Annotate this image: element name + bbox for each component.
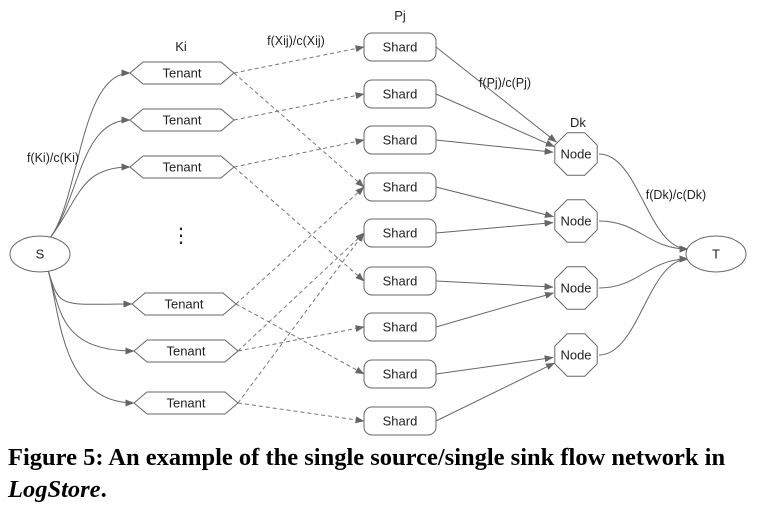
shard-node: Shard [363, 406, 437, 436]
shard-node: Shard [363, 312, 437, 342]
edge-shard-node [435, 280, 554, 291]
shard-label: Shard [383, 414, 418, 429]
tenant-ellipsis: ⋮ [171, 225, 191, 247]
caption-prefix: Figure 5: An example of the single sourc… [8, 444, 726, 471]
edge-node-sink [598, 220, 689, 253]
edge-tenant-shard [237, 402, 365, 424]
node-label: Node [560, 281, 591, 296]
source-node-label: S [36, 247, 45, 262]
edge-tenant-shard [235, 186, 365, 305]
shard-label: Shard [383, 274, 418, 289]
edge-shard-node [435, 219, 554, 234]
edge-node-sink [598, 153, 689, 253]
caption-suffix: . [100, 476, 107, 503]
shard-label: Shard [383, 40, 418, 55]
edge-shard-node [435, 355, 554, 375]
figure-caption: Figure 5: An example of the single sourc… [8, 442, 753, 506]
shard-node: Shard [363, 359, 437, 389]
edge-tenant-shard [237, 325, 365, 352]
tenant-label: Tenant [162, 113, 201, 128]
edge-shard-node [435, 186, 554, 218]
edge-tenant-shard [237, 232, 365, 352]
tenant-label: Tenant [162, 160, 201, 175]
edge-source-tenant [47, 269, 135, 355]
tenant-label: Tenant [164, 297, 203, 312]
edge-label-node-sink: f(Dk)/c(Dk) [646, 188, 706, 202]
storage-node: Node [554, 333, 598, 377]
shard-label: Shard [383, 133, 418, 148]
caption-emphasis: LogStore [8, 476, 101, 503]
storage-node: Node [554, 132, 598, 176]
edge-source-tenant [47, 269, 133, 308]
shard-node: Shard [363, 218, 437, 248]
shard-node: Shard [363, 79, 437, 109]
shard-column-label: Pj [394, 8, 406, 23]
sink-node: T [685, 235, 747, 273]
edge-shard-node [435, 362, 555, 422]
shard-node: Shard [363, 172, 437, 202]
shard-node: Shard [363, 125, 437, 155]
edge-node-sink [598, 255, 689, 289]
tenant-node: Tenant [129, 155, 235, 179]
source-node: S [9, 235, 71, 273]
caption-text: Figure 5: An example of the single sourc… [8, 444, 725, 503]
edge-tenant-shard [237, 232, 365, 404]
edge-tenant-shard [233, 166, 365, 282]
storage-node: Node [554, 199, 598, 243]
edge-tenant-shard [233, 92, 365, 121]
tenant-node: Tenant [131, 292, 237, 316]
tenant-label: Tenant [166, 396, 205, 411]
storage-node: Node [554, 266, 598, 310]
edge-shard-node [435, 139, 554, 155]
edge-tenant-shard [233, 138, 365, 168]
node-label: Node [560, 348, 591, 363]
shard-label: Shard [383, 180, 418, 195]
shard-label: Shard [383, 320, 418, 335]
shard-node: Shard [363, 266, 437, 296]
tenant-node: Tenant [129, 61, 235, 85]
edge-node-sink [598, 255, 689, 356]
edge-source-tenant [49, 163, 131, 239]
tenant-column-label: Ki [175, 39, 187, 54]
edge-tenant-shard [233, 45, 365, 74]
edge-source-tenant [47, 269, 135, 407]
flow-network-diagram: S T Tenant Tenant Tenant Tenant Tenant Tenant Sh… [9, 8, 747, 436]
shard-label: Shard [383, 226, 418, 241]
tenant-node: Tenant [129, 108, 235, 132]
edge-tenant-shard [233, 72, 365, 188]
shard-label: Shard [383, 87, 418, 102]
edge-shard-node [435, 93, 555, 148]
edge-label-tenant-shard: f(Xij)/c(Xij) [267, 34, 325, 48]
node-label: Node [560, 147, 591, 162]
tenant-node: Tenant [133, 391, 239, 415]
node-label: Node [560, 214, 591, 229]
edge-label-shard-node: f(Pj)/c(Pj) [479, 76, 531, 90]
tenant-label: Tenant [162, 66, 201, 81]
edge-source-tenant [49, 116, 131, 239]
node-column-label: Dk [570, 115, 586, 130]
sink-node-label: T [712, 247, 720, 262]
edge-shard-node [435, 291, 555, 328]
tenant-node: Tenant [133, 339, 239, 363]
shard-label: Shard [383, 367, 418, 382]
edge-source-tenant [49, 69, 131, 239]
tenant-label: Tenant [166, 344, 205, 359]
shard-node: Shard [363, 32, 437, 62]
edge-shard-node [435, 46, 557, 143]
edge-label-source-tenant: f(Ki)/c(Ki) [27, 151, 79, 165]
